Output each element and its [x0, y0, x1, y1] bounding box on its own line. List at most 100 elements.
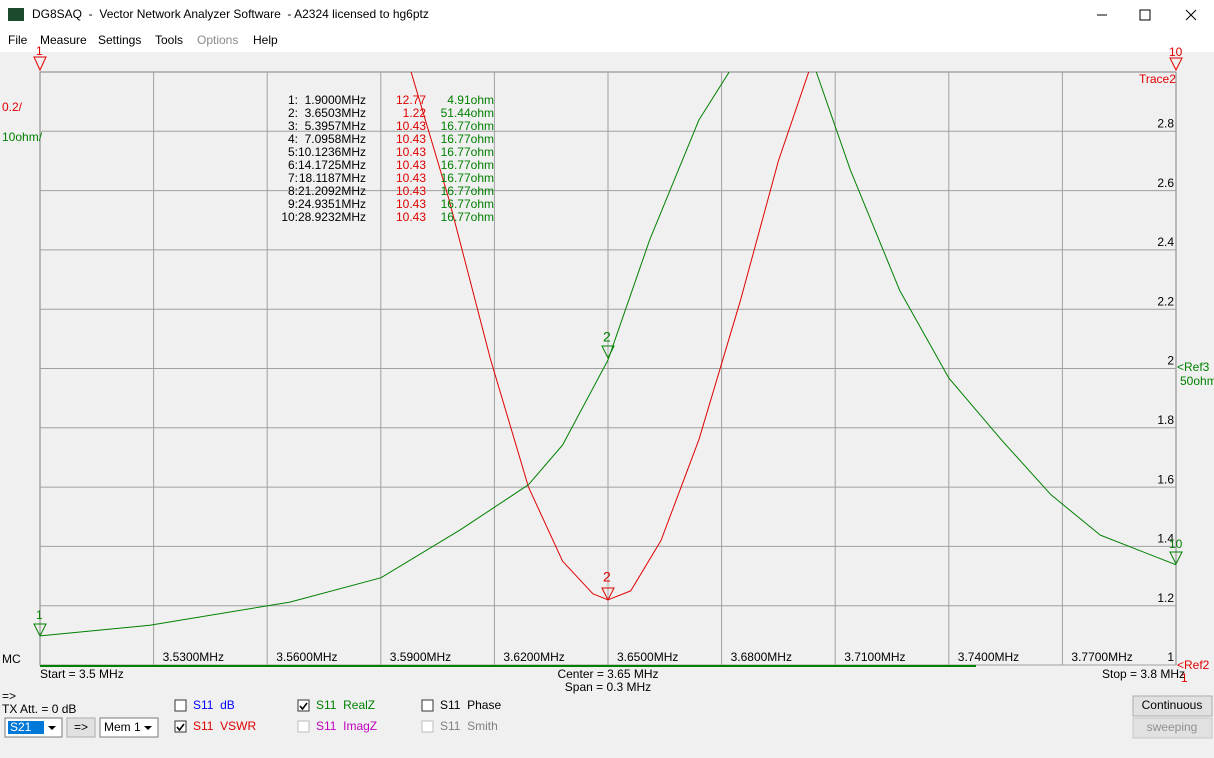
marker-vswr: 10.43	[396, 197, 426, 211]
arrow-label: =>	[2, 689, 16, 703]
marker-frequency: 21.2092MHz	[298, 184, 366, 198]
mem-dropdown[interactable]	[99, 717, 159, 738]
y-tick-label: 2.8	[1157, 116, 1174, 130]
marker	[601, 587, 615, 602]
start-label: Start = 3.5 MHz	[40, 667, 124, 681]
continuous-button[interactable]	[1132, 695, 1213, 717]
marker-index: 1:	[288, 93, 298, 107]
scale-label: 10ohm/	[2, 130, 43, 144]
center-label: Center = 3.65 MHz	[557, 667, 658, 681]
ref-label: 50ohm	[1180, 374, 1214, 388]
app-icon	[8, 8, 24, 21]
x-tick-label: 3.7400MHz	[958, 650, 1019, 664]
marker-frequency: 24.9351MHz	[298, 197, 366, 211]
marker-index: 10:	[281, 210, 298, 224]
marker-realz: 16.77ohm	[441, 171, 494, 185]
y-tick-label: 1.8	[1157, 413, 1174, 427]
marker-vswr: 10.43	[396, 132, 426, 146]
marker-vswr: 10.43	[396, 145, 426, 159]
checkbox-label: S11 VSWR	[193, 719, 256, 733]
sweeping-button[interactable]	[1132, 717, 1213, 739]
x-tick-label: 3.6500MHz	[617, 650, 678, 664]
selection	[8, 721, 44, 734]
marker	[1169, 551, 1183, 566]
ref-label: <Ref2	[1177, 658, 1210, 672]
marker-vswr: 10.43	[396, 210, 426, 224]
checkbox[interactable]	[297, 720, 310, 733]
x-tick-label: 3.6800MHz	[731, 650, 792, 664]
menu-bar	[0, 30, 1214, 52]
mode-label: MC	[2, 652, 21, 666]
ref-label: <Ref3	[1177, 360, 1210, 374]
maximize[interactable]	[1139, 9, 1151, 21]
marker-frequency: 14.1725MHz	[298, 158, 366, 172]
marker	[1169, 57, 1183, 72]
menu-item[interactable]: Measure	[40, 33, 87, 47]
menu-item[interactable]: Options	[197, 33, 238, 47]
marker-frequency: 18.1187MHz	[299, 171, 366, 185]
marker	[33, 56, 47, 72]
scale-label: 0.2/	[2, 100, 23, 114]
marker-frequency: 1.9000MHz	[305, 93, 366, 107]
copy-button[interactable]	[66, 717, 96, 738]
title-bar	[0, 0, 1214, 30]
marker	[33, 623, 47, 638]
y-tick-label: 1.6	[1157, 472, 1174, 486]
marker-realz: 16.77ohm	[441, 210, 494, 224]
marker-index: 3:	[288, 119, 298, 133]
checkbox-label: S11 Phase	[440, 698, 501, 712]
x-tick-label: 3.5300MHz	[163, 650, 224, 664]
y-tick-label: 2.4	[1157, 235, 1174, 249]
checkbox[interactable]	[421, 720, 434, 733]
window-title: DG8SAQ - Vector Network Analyzer Softwar…	[32, 7, 429, 21]
trace	[40, 72, 1176, 637]
marker	[601, 345, 615, 360]
checkbox-label: S11 Smith	[440, 719, 498, 733]
checkbox[interactable]	[297, 699, 310, 712]
marker-realz: 16.77ohm	[441, 184, 494, 198]
marker-vswr: 10.43	[396, 158, 426, 172]
x-tick-label: 3.5600MHz	[276, 650, 337, 664]
span-label: Span = 0.3 MHz	[565, 680, 651, 694]
marker-label: 10	[1169, 537, 1183, 551]
marker-index: 9:	[288, 197, 298, 211]
checkbox[interactable]	[174, 720, 187, 733]
marker-realz: 16.77ohm	[441, 158, 494, 172]
marker-label: 1	[36, 44, 43, 58]
marker-frequency: 10.1236MHz	[298, 145, 366, 159]
checkbox[interactable]	[421, 699, 434, 712]
close[interactable]	[1185, 9, 1197, 21]
marker-label: 2	[603, 329, 611, 345]
marker-label: 2	[603, 569, 611, 585]
menu-item[interactable]: Help	[253, 33, 278, 47]
y-tick-label: 2.2	[1157, 294, 1174, 308]
y-tick-label: 1	[1167, 650, 1174, 664]
marker-vswr: 10.43	[396, 119, 426, 133]
checkbox-label: S11 ImagZ	[316, 719, 377, 733]
marker-vswr: 10.43	[396, 171, 426, 185]
menu-item[interactable]: Tools	[155, 33, 183, 47]
marker-index: 4:	[288, 132, 298, 146]
marker-index: 6:	[288, 158, 298, 172]
menu-item[interactable]: File	[8, 33, 28, 47]
button-label: =>	[74, 720, 88, 734]
trace-label: Trace2	[1139, 72, 1176, 86]
marker-realz: 51.44ohm	[441, 106, 494, 120]
tx-att-label: TX Att. = 0 dB	[2, 702, 76, 716]
checkbox[interactable]	[174, 699, 187, 712]
marker-frequency: 28.9232MHz	[298, 210, 366, 224]
x-tick-label: 3.6200MHz	[503, 650, 564, 664]
y-tick-label: 2.6	[1157, 176, 1174, 190]
button-label: sweeping	[1147, 720, 1198, 734]
ref-label: 1	[1181, 671, 1188, 685]
x-tick-label: 3.7700MHz	[1071, 650, 1132, 664]
marker-index: 8:	[288, 184, 298, 198]
marker-index: 2:	[288, 106, 298, 120]
x-tick-label: 3.5900MHz	[390, 650, 451, 664]
marker-realz: 16.77ohm	[441, 119, 494, 133]
marker-frequency: 3.6503MHz	[305, 106, 366, 120]
y-tick-label: 2	[1167, 354, 1174, 368]
marker-vswr: 1.22	[403, 106, 427, 120]
menu-item[interactable]: Settings	[98, 33, 141, 47]
